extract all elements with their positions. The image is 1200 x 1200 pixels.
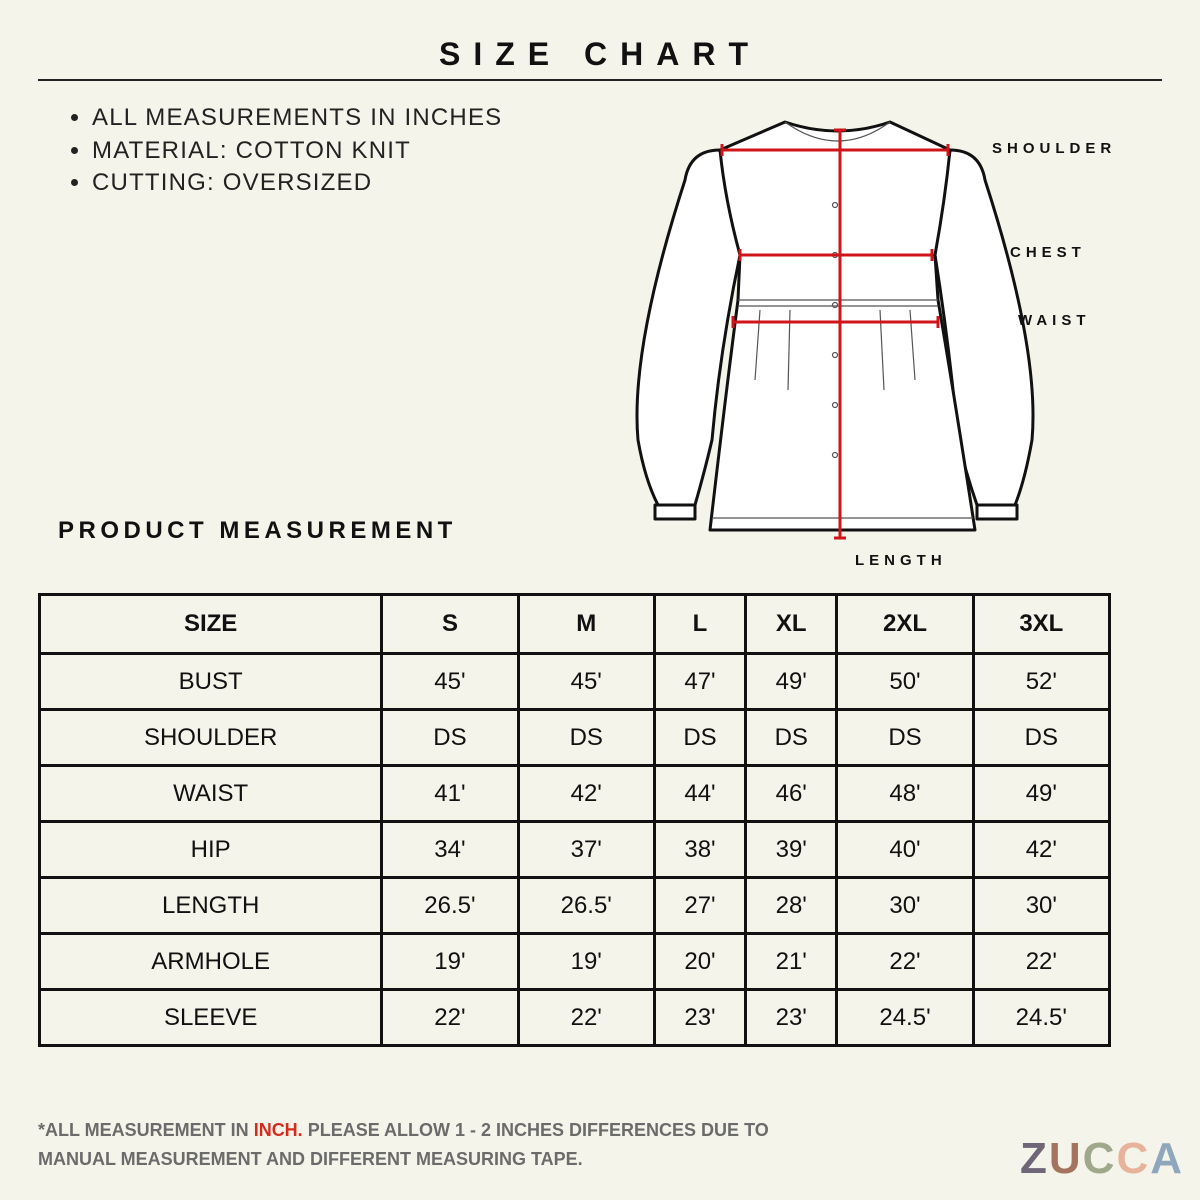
- table-cell: S: [380, 593, 520, 655]
- table-cell: 19': [380, 932, 520, 991]
- table-row: LENGTH 26.5' 26.5' 27' 28' 30' 30': [37, 876, 1112, 935]
- footnote-text: *ALL MEASUREMENT IN: [38, 1120, 254, 1140]
- table-cell: HIP: [37, 820, 384, 879]
- table-row: SIZE S M L XL 2XL 3XL: [37, 593, 1112, 655]
- divider: [38, 79, 1162, 81]
- diagram-label: CHEST: [1010, 244, 1086, 261]
- table-cell: DS: [971, 708, 1112, 767]
- table-cell: BUST: [37, 652, 384, 711]
- table-cell: 45': [516, 652, 656, 711]
- size-table: SIZE S M L XL 2XL 3XL BUST 45' 45' 47' 49' 50' 52' SHO…: [37, 593, 1112, 1047]
- table-cell: 22': [516, 988, 656, 1047]
- table-cell: 48': [835, 764, 975, 823]
- footnote: *ALL MEASUREMENT IN INCH. PLEASE ALLOW 1…: [38, 1116, 838, 1174]
- table-cell: 27': [652, 876, 748, 935]
- logo: ZUCCA: [1020, 1134, 1184, 1184]
- table-cell: SIZE: [37, 593, 384, 655]
- table-cell: 45': [380, 652, 520, 711]
- table-cell: M: [516, 593, 656, 655]
- table-cell: 46': [744, 764, 839, 823]
- table-cell: ARMHOLE: [37, 932, 384, 991]
- diagram-label: SHOULDER: [992, 140, 1116, 157]
- table-cell: DS: [380, 708, 520, 767]
- table-cell: 49': [744, 652, 839, 711]
- table-cell: 44': [652, 764, 748, 823]
- table-cell: 24.5': [835, 988, 975, 1047]
- table-cell: 39': [744, 820, 839, 879]
- table-cell: 23': [652, 988, 748, 1047]
- logo-letter: U: [1048, 1134, 1083, 1183]
- table-cell: LENGTH: [37, 876, 384, 935]
- table-cell: L: [652, 593, 748, 655]
- table-cell: 23': [744, 988, 839, 1047]
- title: SIZE CHART: [439, 36, 761, 72]
- table-row: BUST 45' 45' 47' 49' 50' 52': [37, 652, 1112, 711]
- table-row: HIP 34' 37' 38' 39' 40' 42': [37, 820, 1112, 879]
- note: MATERIAL: COTTON KNIT: [92, 135, 502, 168]
- table-cell: 47': [652, 652, 748, 711]
- table-cell: 26.5': [516, 876, 656, 935]
- table-row: WAIST 41' 42' 44' 46' 48' 49': [37, 764, 1112, 823]
- table-cell: WAIST: [37, 764, 384, 823]
- table-cell: 49': [971, 764, 1112, 823]
- table-cell: XL: [744, 593, 839, 655]
- footnote-highlight: INCH.: [253, 1120, 303, 1140]
- logo-letter: A: [1150, 1134, 1185, 1183]
- table-cell: DS: [835, 708, 975, 767]
- notes: ALL MEASUREMENTS IN INCHES MATERIAL: COT…: [62, 102, 502, 200]
- table-cell: 28': [744, 876, 839, 935]
- table-cell: 42': [516, 764, 656, 823]
- diagram-label: WAIST: [1018, 312, 1091, 329]
- table-cell: 30': [971, 876, 1112, 935]
- table-cell: 19': [516, 932, 656, 991]
- footnote-text: PLEASE ALLOW 1 - 2 INCHES DIFFERENCES DU…: [38, 1120, 769, 1169]
- table-cell: 2XL: [835, 593, 975, 655]
- table-cell: 38': [652, 820, 748, 879]
- table-row: SHOULDER DS DS DS DS DS DS: [37, 708, 1112, 767]
- table-cell: 22': [380, 988, 520, 1047]
- table-cell: 22': [835, 932, 975, 991]
- table-cell: 26.5': [380, 876, 520, 935]
- table-cell: 30': [835, 876, 975, 935]
- table-cell: 50': [835, 652, 975, 711]
- table-cell: 52': [971, 652, 1112, 711]
- table-cell: 3XL: [971, 593, 1112, 655]
- logo-letter: Z: [1020, 1134, 1049, 1183]
- table-cell: 37': [516, 820, 656, 879]
- section-title: PRODUCT MEASUREMENT: [58, 517, 457, 544]
- table-cell: 34': [380, 820, 520, 879]
- table-cell: SLEEVE: [37, 988, 384, 1047]
- table-cell: DS: [516, 708, 656, 767]
- table-cell: 20': [652, 932, 748, 991]
- table-cell: 42': [971, 820, 1112, 879]
- table-row: ARMHOLE 19' 19' 20' 21' 22' 22': [37, 932, 1112, 991]
- diagram-label: LENGTH: [855, 552, 947, 569]
- garment-diagram: SHOULDER CHEST WAIST LENGTH: [635, 120, 1116, 569]
- table-cell: 41': [380, 764, 520, 823]
- table-row: SLEEVE 22' 22' 23' 23' 24.5' 24.5': [37, 988, 1112, 1047]
- table-cell: DS: [744, 708, 839, 767]
- table-cell: 40': [835, 820, 975, 879]
- table-cell: 21': [744, 932, 839, 991]
- table-cell: 22': [971, 932, 1112, 991]
- logo-letter: C: [1082, 1134, 1117, 1183]
- logo-letter: C: [1116, 1134, 1151, 1183]
- table-cell: 24.5': [971, 988, 1112, 1047]
- note: ALL MEASUREMENTS IN INCHES: [92, 102, 502, 135]
- table-cell: SHOULDER: [37, 708, 384, 767]
- table-cell: DS: [652, 708, 748, 767]
- note: CUTTING: OVERSIZED: [92, 167, 502, 200]
